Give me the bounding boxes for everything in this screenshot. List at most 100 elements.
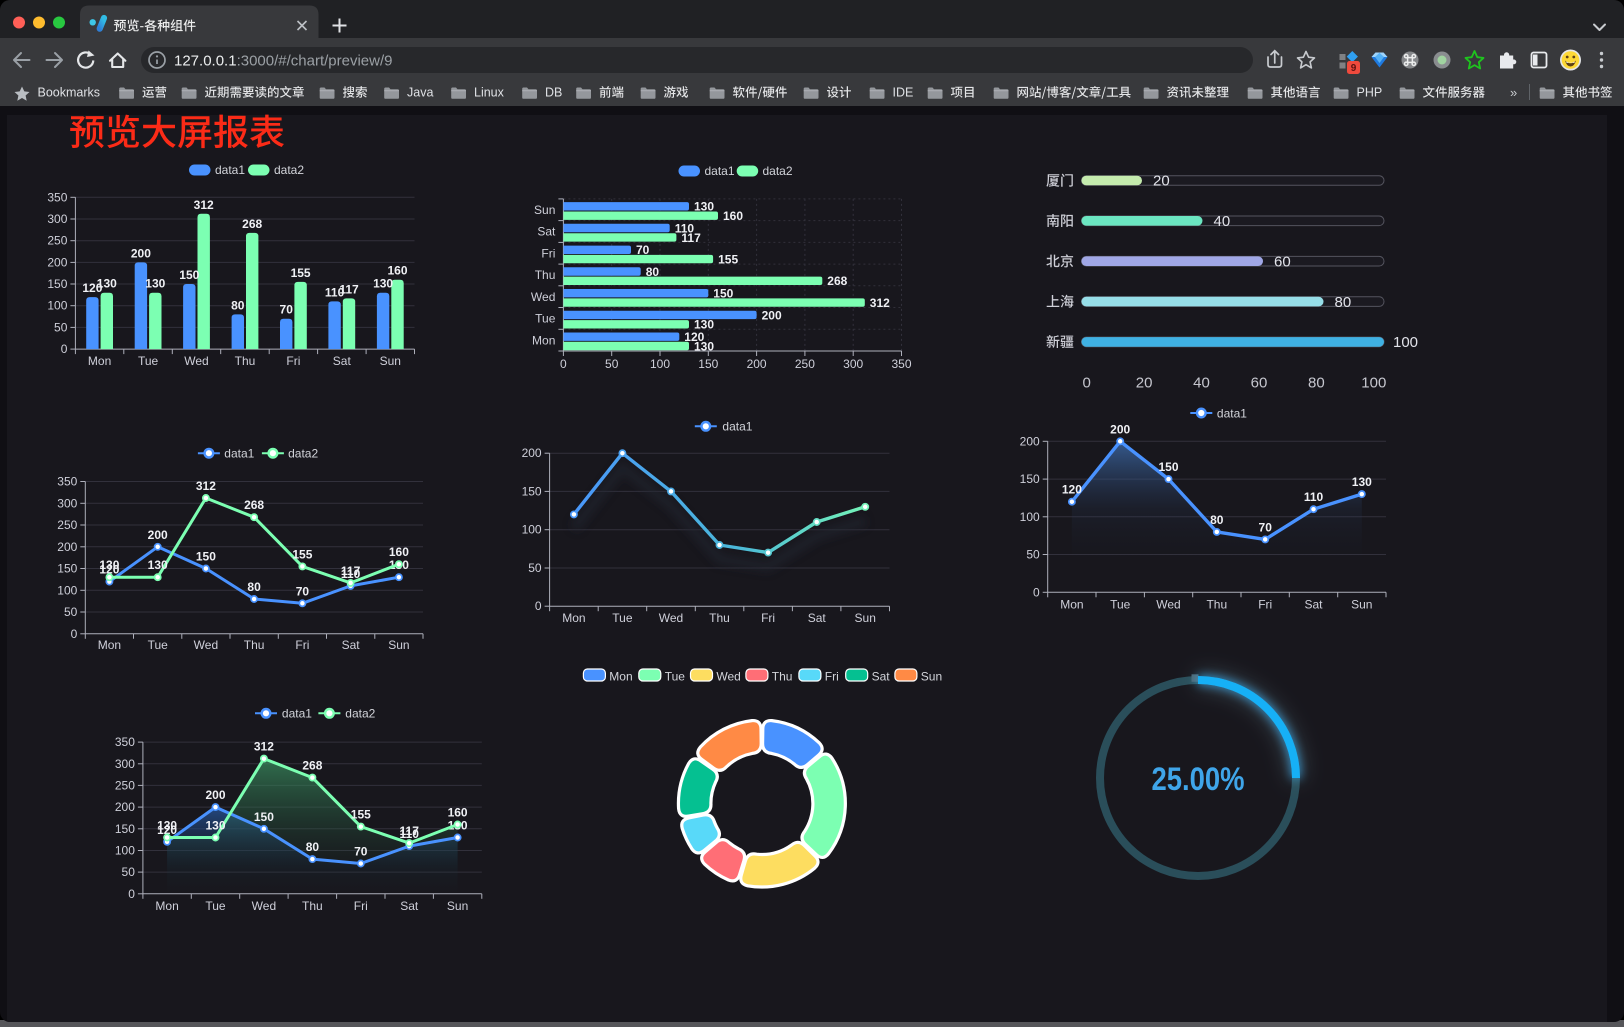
svg-text:350: 350 bbox=[891, 357, 911, 371]
svg-text:Wed: Wed bbox=[1156, 598, 1180, 612]
svg-text:PHP: PHP bbox=[1357, 86, 1383, 100]
svg-text:130: 130 bbox=[157, 819, 177, 833]
svg-text:40: 40 bbox=[1214, 213, 1231, 230]
svg-text:150: 150 bbox=[1158, 460, 1178, 474]
svg-text:100: 100 bbox=[522, 523, 542, 537]
svg-text:150: 150 bbox=[254, 810, 274, 824]
svg-text:Sat: Sat bbox=[333, 354, 352, 368]
svg-text:Mon: Mon bbox=[532, 333, 555, 347]
svg-text:110: 110 bbox=[1304, 490, 1324, 504]
svg-text:70: 70 bbox=[636, 243, 650, 257]
svg-text:data1: data1 bbox=[224, 447, 254, 461]
svg-text:data1: data1 bbox=[282, 707, 312, 721]
svg-text:Thu: Thu bbox=[235, 354, 256, 368]
svg-text:130: 130 bbox=[694, 339, 714, 353]
svg-text:0: 0 bbox=[1083, 375, 1091, 392]
svg-text:200: 200 bbox=[148, 528, 168, 542]
svg-text:130: 130 bbox=[373, 277, 393, 291]
svg-text:80: 80 bbox=[1210, 513, 1224, 527]
svg-text:20: 20 bbox=[1136, 375, 1153, 392]
svg-text:Mon: Mon bbox=[562, 611, 585, 625]
svg-text:150: 150 bbox=[57, 562, 77, 576]
svg-text:9: 9 bbox=[1351, 63, 1357, 74]
svg-text:200: 200 bbox=[205, 788, 225, 802]
svg-text:50: 50 bbox=[528, 561, 542, 575]
svg-text:120: 120 bbox=[157, 823, 177, 837]
svg-text:Thu: Thu bbox=[244, 638, 265, 652]
svg-text:130: 130 bbox=[97, 277, 117, 291]
svg-text:300: 300 bbox=[115, 757, 135, 771]
svg-text:120: 120 bbox=[99, 563, 119, 577]
svg-text:110: 110 bbox=[325, 285, 345, 299]
svg-text:0: 0 bbox=[1033, 585, 1040, 599]
svg-text:127.0.0.1:3000/#/chart/preview: 127.0.0.1:3000/#/chart/preview/9 bbox=[174, 53, 393, 70]
svg-text:Thu: Thu bbox=[709, 611, 730, 625]
svg-text:200: 200 bbox=[131, 246, 151, 260]
svg-text:200: 200 bbox=[57, 540, 77, 554]
svg-text:117: 117 bbox=[400, 824, 420, 838]
svg-text:130: 130 bbox=[99, 558, 119, 572]
svg-text:250: 250 bbox=[115, 778, 135, 792]
svg-text:200: 200 bbox=[47, 255, 67, 269]
svg-text:Sat: Sat bbox=[872, 670, 891, 684]
svg-text:70: 70 bbox=[280, 303, 294, 317]
svg-text:Java: Java bbox=[407, 86, 433, 100]
svg-text:40: 40 bbox=[1193, 375, 1210, 392]
svg-text:IDE: IDE bbox=[893, 86, 914, 100]
svg-text:60: 60 bbox=[1251, 375, 1268, 392]
svg-text:Mon: Mon bbox=[88, 354, 111, 368]
svg-text:155: 155 bbox=[351, 808, 371, 822]
svg-text:Sun: Sun bbox=[380, 354, 401, 368]
svg-text:Tue: Tue bbox=[1110, 598, 1131, 612]
svg-text:200: 200 bbox=[762, 308, 782, 322]
svg-text:268: 268 bbox=[242, 217, 262, 231]
svg-text:Sat: Sat bbox=[1304, 598, 1323, 612]
svg-text:200: 200 bbox=[115, 800, 135, 814]
svg-text:Tue: Tue bbox=[205, 899, 226, 913]
svg-text:160: 160 bbox=[723, 209, 743, 223]
svg-text:Linux: Linux bbox=[474, 86, 505, 100]
svg-text:Wed: Wed bbox=[184, 354, 208, 368]
svg-text:130: 130 bbox=[1352, 475, 1372, 489]
svg-text:Sat: Sat bbox=[400, 899, 419, 913]
svg-text:Sun: Sun bbox=[921, 670, 942, 684]
svg-text:Thu: Thu bbox=[302, 899, 323, 913]
svg-text:Thu: Thu bbox=[535, 268, 556, 282]
svg-text:Sun: Sun bbox=[388, 638, 409, 652]
svg-text:155: 155 bbox=[291, 266, 311, 280]
svg-text:Mon: Mon bbox=[155, 899, 178, 913]
svg-text:Wed: Wed bbox=[716, 670, 740, 684]
svg-text:100: 100 bbox=[115, 844, 135, 858]
svg-text:110: 110 bbox=[341, 567, 361, 581]
svg-text:20: 20 bbox=[1153, 173, 1170, 190]
svg-text:Fri: Fri bbox=[541, 246, 555, 260]
svg-text:268: 268 bbox=[827, 274, 847, 288]
svg-text:25.00%: 25.00% bbox=[1152, 761, 1245, 797]
svg-text:300: 300 bbox=[57, 496, 77, 510]
svg-text:130: 130 bbox=[694, 318, 714, 332]
svg-text:Mon: Mon bbox=[1060, 598, 1083, 612]
svg-text:80: 80 bbox=[231, 298, 245, 312]
svg-text:150: 150 bbox=[196, 550, 216, 564]
svg-text:data1: data1 bbox=[722, 420, 752, 434]
svg-text:150: 150 bbox=[179, 268, 199, 282]
svg-text:Thu: Thu bbox=[772, 670, 793, 684]
svg-text:117: 117 bbox=[341, 564, 361, 578]
svg-text:312: 312 bbox=[196, 479, 216, 493]
svg-text:data2: data2 bbox=[288, 447, 318, 461]
svg-text:60: 60 bbox=[1274, 253, 1291, 270]
svg-text:350: 350 bbox=[57, 475, 77, 489]
svg-text:0: 0 bbox=[61, 342, 68, 356]
svg-text:120: 120 bbox=[1062, 483, 1082, 497]
svg-text:0: 0 bbox=[128, 887, 135, 901]
svg-text:250: 250 bbox=[47, 234, 67, 248]
svg-text:Fri: Fri bbox=[286, 354, 300, 368]
svg-text:80: 80 bbox=[306, 840, 320, 854]
svg-text:Bookmarks: Bookmarks bbox=[38, 86, 101, 100]
svg-text:100: 100 bbox=[650, 357, 670, 371]
svg-text:Sat: Sat bbox=[537, 225, 556, 239]
svg-text:268: 268 bbox=[244, 498, 264, 512]
svg-text:100: 100 bbox=[1020, 510, 1040, 524]
svg-text:Sun: Sun bbox=[447, 899, 468, 913]
svg-text:Thu: Thu bbox=[1206, 598, 1227, 612]
